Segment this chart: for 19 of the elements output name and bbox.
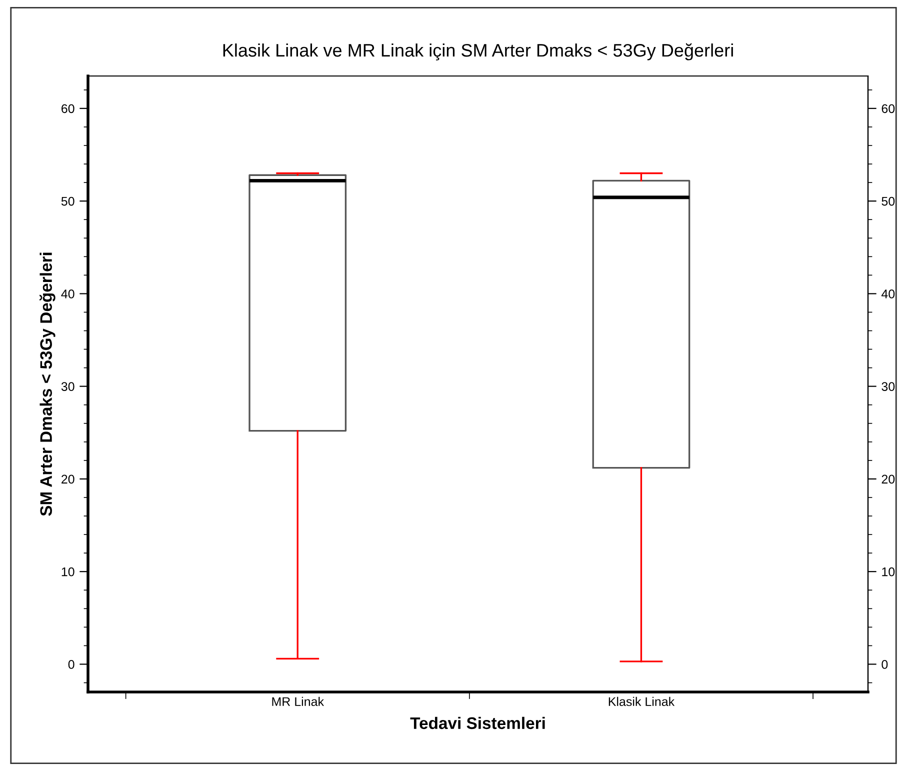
y2-tick-label: 40 bbox=[881, 289, 895, 298]
y-tick-label: 10 bbox=[62, 567, 74, 576]
y-tick-label: 40 bbox=[61, 289, 74, 298]
y2-tick-label: 20 bbox=[882, 474, 895, 484]
y2-tick-label: 30 bbox=[882, 382, 895, 391]
y2-tick-label: 10 bbox=[882, 567, 895, 576]
y2-tick-label: 60 bbox=[882, 104, 895, 114]
x-tick-label: Klasik Linak bbox=[608, 696, 675, 706]
y-tick-label: 50 bbox=[61, 196, 74, 206]
y-tick-label: 20 bbox=[62, 474, 74, 484]
y-axis-title: SM Arter Dmaks < 53Gy Değerleri bbox=[40, 252, 56, 516]
y2-tick-label: 50 bbox=[882, 196, 895, 206]
y-tick-label: 30 bbox=[61, 382, 74, 391]
chart-title: Klasik Linak ve MR Linak için SM Arter Dmaks < 53Gy Değerleri bbox=[223, 43, 733, 60]
y-tick-label: 60 bbox=[62, 104, 74, 114]
y-tick-label: 0 bbox=[68, 660, 74, 669]
y2-tick-label: 0 bbox=[882, 660, 888, 669]
x-tick-label: MR Linak bbox=[272, 696, 324, 706]
x-axis-title: Tedavi Sistemleri bbox=[410, 716, 545, 730]
